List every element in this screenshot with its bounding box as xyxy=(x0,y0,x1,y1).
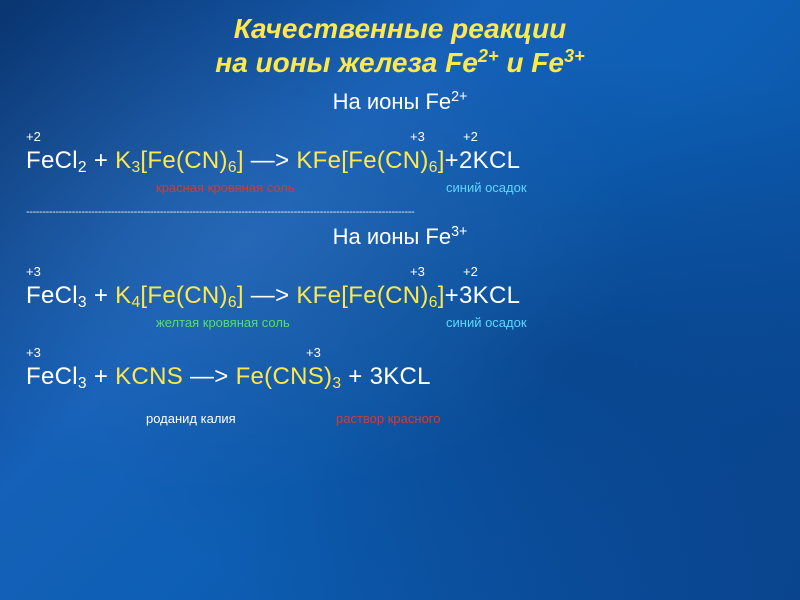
section1-heading: На ионы Fe2+ xyxy=(26,89,774,115)
note-red-solution: раствор красного xyxy=(336,411,441,426)
note-blue-precipitate-2: синий осадок xyxy=(446,315,527,330)
note-rhodanide: роданид калия xyxy=(146,411,236,426)
section2-heading: На ионы Fe3+ xyxy=(26,224,774,250)
oxidation-row-2: +3 +3 +2 xyxy=(26,264,774,280)
notes-row-2: желтая кровяная соль синий осадок xyxy=(26,315,774,331)
oxidation-row-3: +3 +3 xyxy=(26,345,774,361)
reagent-kcns: KCNS xyxy=(115,363,183,390)
reagent-k3fecn6: K3[Fe(CN)6] xyxy=(115,147,244,174)
product-kfefecn6-2: KFe[Fe(CN)6] xyxy=(296,282,444,309)
title-line2: на ионы железа Fe2+ и Fe3+ xyxy=(26,46,774,80)
reagent-k4fecn6: K4[Fe(CN)6] xyxy=(115,282,244,309)
equation-3: FeCl3 + KCNS —> Fe(CNS)3 + 3KCL xyxy=(26,363,774,393)
product-fecns3: Fe(CNS)3 xyxy=(236,363,342,390)
note-yellow-salt: желтая кровяная соль xyxy=(156,315,290,330)
note-blue-precipitate-1: синий осадок xyxy=(446,180,527,195)
notes-row-1: красная кровяная соль синий осадок xyxy=(26,180,774,196)
product-kfefecn6-1: KFe[Fe(CN)6] xyxy=(296,147,444,174)
equation-1: FeCl2 + K3[Fe(CN)6] —> KFe[Fe(CN)6]+2KCL xyxy=(26,147,774,177)
title-line1: Качественные реакции xyxy=(26,12,774,46)
oxidation-row-1: +2 +3 +2 xyxy=(26,129,774,145)
notes-row-3: роданид калия раствор красного xyxy=(26,411,774,427)
divider: ----------------------------------------… xyxy=(26,206,774,218)
equation-2: FeCl3 + K4[Fe(CN)6] —> KFe[Fe(CN)6]+3KCL xyxy=(26,282,774,312)
slide-title: Качественные реакции на ионы железа Fe2+… xyxy=(26,12,774,79)
note-red-salt: красная кровяная соль xyxy=(156,180,295,195)
